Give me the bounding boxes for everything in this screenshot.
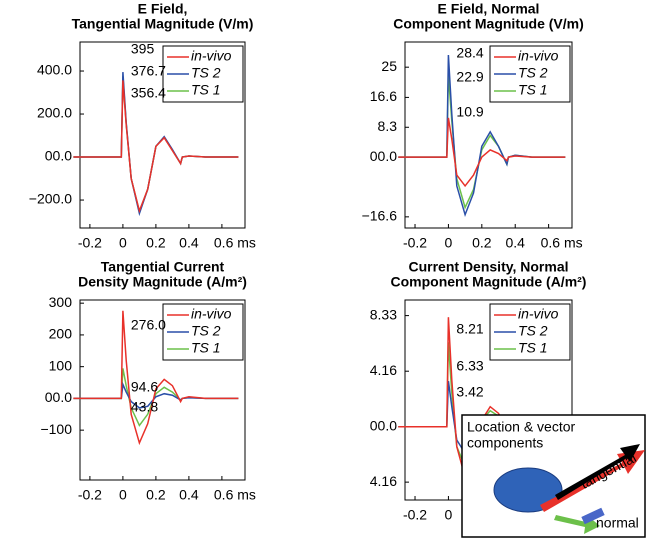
plot-frame	[404, 41, 573, 229]
series-line	[398, 117, 566, 188]
y-tick-label: 8.3	[378, 118, 398, 134]
chart-title: Tangential Current	[101, 259, 225, 275]
annotation: 395	[131, 41, 155, 57]
chart-title: Component Magnitude (V/m)	[393, 16, 584, 32]
y-tick-label: 300	[49, 294, 73, 310]
annotation: 43.8	[131, 399, 158, 415]
x-tick-label: 0.6 ms	[214, 487, 256, 503]
chart-title: Tangential Magnitude (V/m)	[72, 16, 254, 32]
y-tick-label: −100	[40, 421, 72, 437]
x-tick-label: 0.2	[146, 487, 166, 503]
y-tick-label: 200.0	[37, 105, 72, 121]
y-tick-label: 00.0	[370, 417, 397, 433]
legend-label: TS 1	[518, 340, 548, 356]
annotation: 6.33	[456, 358, 483, 374]
legend-label: TS 1	[518, 82, 548, 98]
y-tick-label: 200	[49, 326, 73, 342]
y-tick-label: −200.0	[29, 191, 72, 207]
x-tick-label: 0.6 ms	[541, 235, 583, 251]
legend-label: TS 1	[191, 340, 221, 356]
normal-bar	[581, 507, 605, 525]
x-tick-label: -0.2	[78, 235, 102, 251]
inset-title: Location & vector	[467, 419, 576, 435]
series-line	[73, 80, 239, 214]
y-tick-label: 100	[49, 357, 73, 373]
legend-label: in-vivo	[191, 48, 232, 64]
annotation: 22.9	[456, 69, 483, 85]
x-tick-label: 0.2	[146, 235, 166, 251]
chart-title: E Field, Normal	[438, 1, 540, 17]
x-tick-label: 0.2	[472, 235, 492, 251]
annotation: 28.4	[456, 45, 483, 61]
chart-title: Current Density, Normal	[409, 259, 569, 275]
x-tick-label: 0	[119, 487, 127, 503]
y-tick-label: 4.16	[370, 473, 397, 489]
legend-label: in-vivo	[518, 48, 559, 64]
legend-label: TS 2	[518, 65, 548, 81]
y-tick-label: 4.16	[370, 362, 397, 378]
annotation: 276.0	[131, 317, 166, 333]
y-tick-label: 00.0	[45, 389, 72, 405]
annotation: 356.4	[131, 85, 166, 101]
series-line	[73, 310, 239, 446]
x-tick-label: -0.2	[403, 507, 427, 523]
inset-title: components	[467, 435, 543, 451]
y-tick-label: 00.0	[370, 148, 397, 164]
inset: Location & vectorcomponentstangentialnor…	[461, 414, 646, 538]
y-tick-label: 00.0	[45, 148, 72, 164]
annotation: 3.42	[456, 384, 483, 400]
head-shape	[493, 467, 563, 513]
chart-title: Component Magnitude (A/m²)	[391, 274, 587, 290]
y-tick-label: 16.6	[370, 88, 397, 104]
annotation: 376.7	[131, 63, 166, 79]
x-tick-label: -0.2	[403, 235, 427, 251]
legend-label: TS 2	[518, 323, 548, 339]
x-tick-label: 0.6 ms	[214, 235, 256, 251]
plot-frame	[79, 41, 246, 229]
x-tick-label: 0.4	[179, 487, 199, 503]
x-tick-label: 0	[119, 235, 127, 251]
x-tick-label: 0	[445, 235, 453, 251]
chart-title: E Field,	[138, 1, 188, 17]
inset-label: normal	[596, 515, 639, 531]
y-tick-label: 8.33	[370, 306, 397, 322]
legend-label: in-vivo	[518, 306, 559, 322]
y-tick-label: 25	[381, 58, 397, 74]
x-tick-label: 0.4	[505, 235, 525, 251]
tangential-arrow	[540, 450, 645, 512]
legend-label: TS 2	[191, 323, 221, 339]
legend-label: in-vivo	[191, 306, 232, 322]
y-tick-label: −16.6	[362, 208, 398, 224]
x-tick-label: 0.4	[179, 235, 199, 251]
annotation: 10.9	[456, 104, 483, 120]
annotation: 8.21	[456, 321, 483, 337]
legend-label: TS 2	[191, 65, 221, 81]
x-tick-label: 0	[445, 507, 453, 523]
x-tick-label: -0.2	[78, 487, 102, 503]
legend-label: TS 1	[191, 82, 221, 98]
black-arrow	[555, 444, 640, 500]
y-tick-label: 400.0	[37, 62, 72, 78]
annotation: 94.6	[131, 379, 158, 395]
plot-frame	[79, 299, 246, 481]
chart-title: Density Magnitude (A/m²)	[78, 274, 247, 290]
